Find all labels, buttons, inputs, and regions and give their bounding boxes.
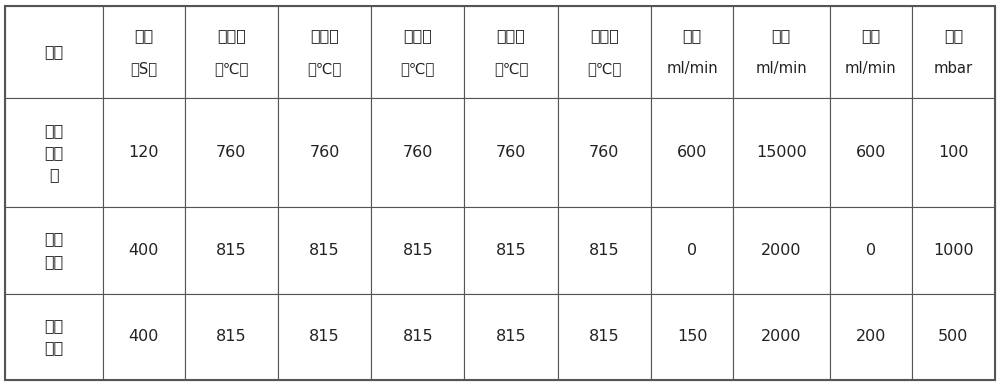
Bar [651,6,733,98]
Bar [278,98,371,207]
Text: 600: 600 [677,145,707,160]
Bar [5,98,103,207]
Text: 2000: 2000 [761,243,802,257]
Bar [830,98,912,207]
Text: 低压
预扩
散: 低压 预扩 散 [44,123,63,182]
Text: 815: 815 [589,243,620,257]
Bar [651,207,733,293]
Bar [103,6,185,98]
Text: （S）: （S） [130,61,157,76]
Text: 压强: 压强 [944,28,963,43]
Text: （℃）: （℃） [401,61,435,76]
Bar [5,293,103,380]
Text: 100: 100 [938,145,969,160]
Text: （℃）: （℃） [307,61,342,76]
Bar [185,293,278,380]
Bar [830,6,912,98]
Bar [558,6,651,98]
Text: 500: 500 [938,329,969,344]
Bar [103,293,185,380]
Bar [733,98,830,207]
Bar [912,98,995,207]
Text: （℃）: （℃） [587,61,622,76]
Text: 815: 815 [403,329,433,344]
Text: 815: 815 [309,329,340,344]
Text: 815: 815 [216,243,247,257]
Text: ml/min: ml/min [756,61,807,76]
Text: 温区五: 温区五 [590,28,619,43]
Text: 温区二: 温区二 [310,28,339,43]
Text: 815: 815 [309,243,340,257]
Text: 15000: 15000 [756,145,807,160]
Bar [464,207,558,293]
Text: 小氮: 小氮 [682,28,702,43]
Bar [558,293,651,380]
Text: 815: 815 [403,243,433,257]
Text: 升温
推进: 升温 推进 [44,232,63,269]
Bar [830,293,912,380]
Bar [5,207,103,293]
Text: 温区一: 温区一 [217,28,246,43]
Text: 760: 760 [496,145,526,160]
Text: ml/min: ml/min [845,61,897,76]
Text: 0: 0 [866,243,876,257]
Bar [103,98,185,207]
Bar [278,207,371,293]
Text: 815: 815 [496,329,526,344]
Bar [558,98,651,207]
Text: 760: 760 [589,145,620,160]
Text: 200: 200 [856,329,886,344]
Bar [651,293,733,380]
Text: ml/min: ml/min [666,61,718,76]
Bar [651,98,733,207]
Text: 氧气: 氧气 [861,28,880,43]
Text: 0: 0 [687,243,697,257]
Text: 2000: 2000 [761,329,802,344]
Text: 760: 760 [309,145,340,160]
Bar [103,207,185,293]
Text: 低压
扩散: 低压 扩散 [44,318,63,356]
Text: 815: 815 [589,329,620,344]
Bar [558,207,651,293]
Bar [371,6,464,98]
Text: 120: 120 [128,145,159,160]
Bar [912,6,995,98]
Bar [5,6,103,98]
Text: 400: 400 [129,243,159,257]
Text: 760: 760 [403,145,433,160]
Bar [912,207,995,293]
Bar [371,207,464,293]
Bar [185,98,278,207]
Text: （℃）: （℃） [494,61,528,76]
Bar [830,207,912,293]
Bar [185,6,278,98]
Text: 1000: 1000 [933,243,974,257]
Bar [371,293,464,380]
Bar [278,293,371,380]
Text: 815: 815 [216,329,247,344]
Bar [733,293,830,380]
Bar [371,98,464,207]
Text: 400: 400 [129,329,159,344]
Bar [464,98,558,207]
Text: 时间: 时间 [134,28,153,43]
Bar [464,293,558,380]
Bar [278,6,371,98]
Bar [464,6,558,98]
Text: 大氮: 大氮 [772,28,791,43]
Text: mbar: mbar [934,61,973,76]
Text: 815: 815 [496,243,526,257]
Text: 760: 760 [216,145,247,160]
Text: 步骤: 步骤 [44,45,63,59]
Text: 600: 600 [856,145,886,160]
Text: 150: 150 [677,329,707,344]
Text: 温区四: 温区四 [497,28,526,43]
Bar [185,207,278,293]
Bar [733,207,830,293]
Bar [912,293,995,380]
Bar [733,6,830,98]
Text: （℃）: （℃） [214,61,249,76]
Text: 温区三: 温区三 [403,28,432,43]
